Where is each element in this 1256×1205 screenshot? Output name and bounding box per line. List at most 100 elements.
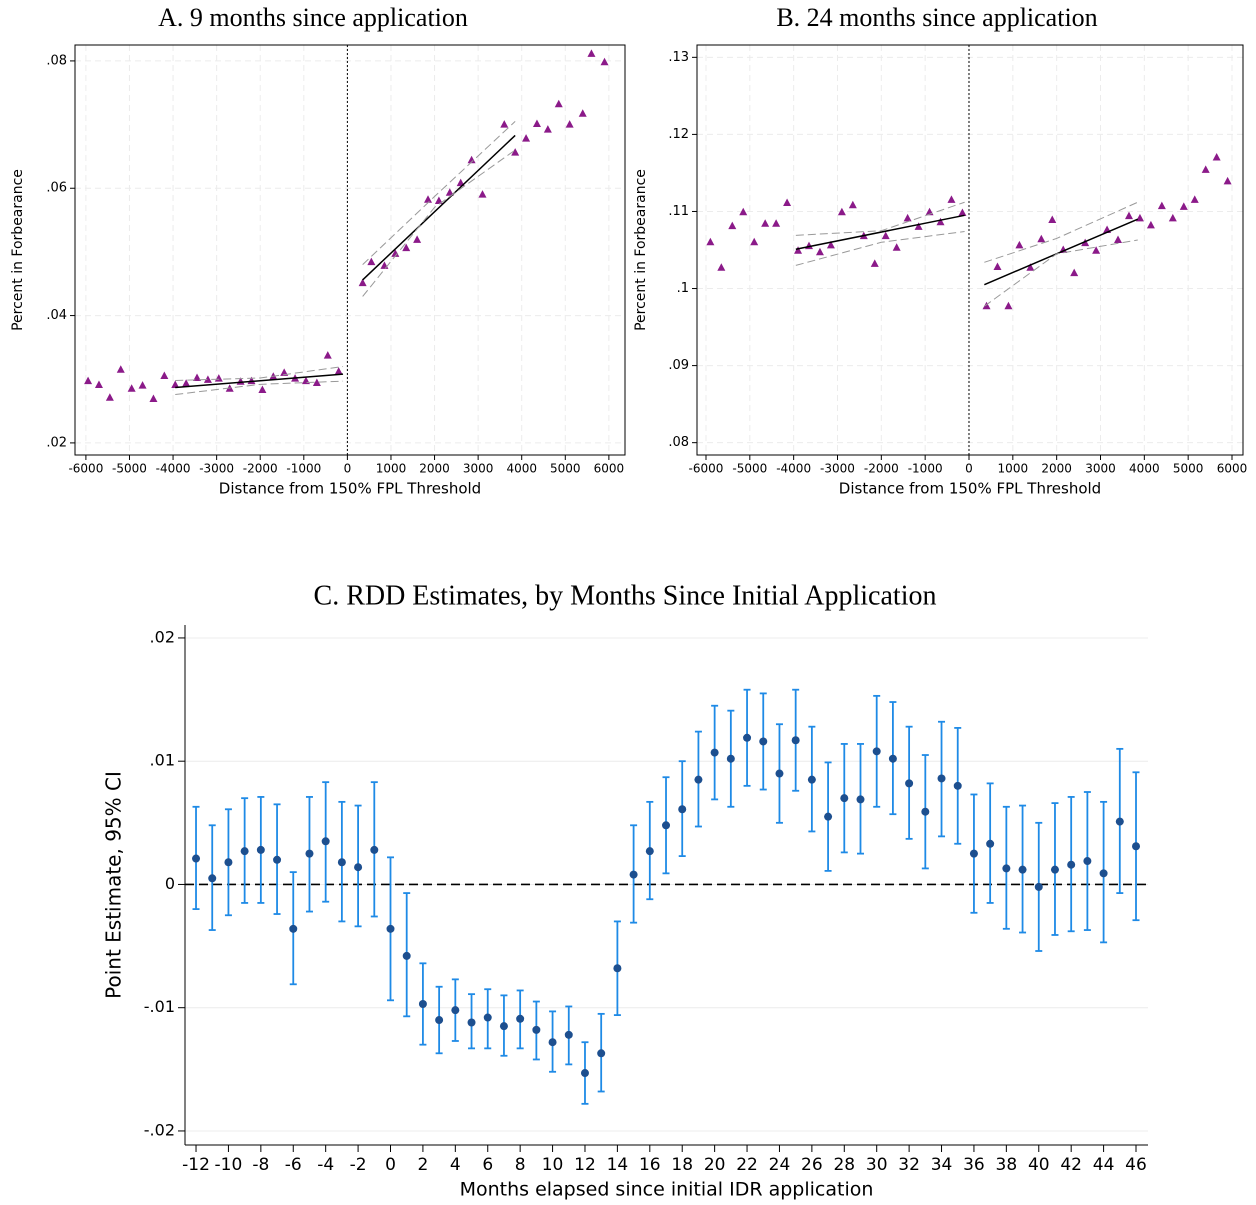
triangle-point <box>815 247 824 256</box>
ci-band <box>795 231 965 266</box>
triangle-point <box>1124 211 1133 220</box>
triangle-point <box>600 57 609 66</box>
ci-band <box>984 239 1138 307</box>
triangle-point <box>554 99 563 108</box>
ci-band <box>175 380 344 396</box>
x-tick-label: 44 <box>1093 1155 1115 1175</box>
point-estimate <box>662 821 671 830</box>
point-estimate <box>418 999 427 1008</box>
x-tick-label: 2000 <box>1041 462 1072 476</box>
triangle-point <box>358 278 367 287</box>
fit-line <box>175 373 344 389</box>
triangle-point <box>334 367 343 375</box>
x-tick-label: 10 <box>542 1155 564 1175</box>
point-estimate <box>548 1038 557 1047</box>
x-tick-label: 6000 <box>594 462 625 476</box>
triangle-point <box>982 301 991 310</box>
triangle-point <box>116 365 125 373</box>
point-estimate <box>1002 864 1011 873</box>
point-estimate <box>402 951 411 960</box>
point-estimate <box>1115 817 1124 826</box>
point-estimate <box>305 849 314 858</box>
point-estimate <box>986 839 995 848</box>
y-tick-label: .01 <box>150 751 175 770</box>
point-estimate <box>597 1049 606 1058</box>
triangle-point <box>1157 201 1166 210</box>
x-tick-label: -3000 <box>199 462 234 476</box>
x-tick-label: 0 <box>965 462 973 476</box>
triangle-point <box>1015 240 1024 249</box>
triangle-point <box>532 119 541 127</box>
point-estimate <box>516 1014 525 1023</box>
point-estimate <box>564 1030 573 1039</box>
x-tick-label: -2000 <box>243 462 278 476</box>
y-axis-label: Percent in Forbearance <box>633 169 649 331</box>
triangle-point <box>717 263 726 271</box>
point-estimate <box>694 775 703 784</box>
triangle-point <box>783 198 792 206</box>
triangle-point <box>761 219 770 227</box>
x-tick-label: 8 <box>515 1155 526 1175</box>
x-tick-label: -1000 <box>908 462 943 476</box>
x-tick-label: 4000 <box>506 462 537 476</box>
point-estimate <box>710 748 719 757</box>
triangle-point <box>1212 153 1221 161</box>
point-estimate <box>969 849 978 858</box>
x-tick-label: -6 <box>285 1155 302 1175</box>
point-estimate <box>224 858 233 867</box>
x-tick-label: -10 <box>215 1155 243 1175</box>
triangle-point <box>936 217 945 226</box>
triangle-point <box>826 240 835 249</box>
point-estimate <box>337 858 346 867</box>
x-tick-label: 32 <box>898 1155 920 1175</box>
point-estimate <box>791 736 800 745</box>
point-estimate <box>824 812 833 821</box>
triangle-point <box>500 120 509 128</box>
fit-line <box>984 218 1139 286</box>
triangle-point <box>1146 220 1155 229</box>
triangle-point <box>728 221 737 230</box>
x-tick-label: 30 <box>866 1155 888 1175</box>
y-tick-label: .13 <box>668 50 689 65</box>
x-tick-label: 24 <box>769 1155 791 1175</box>
triangle-point <box>1026 263 1035 271</box>
y-axis-label: Percent in Forbearance <box>10 169 26 331</box>
x-tick-label: 3000 <box>1085 462 1116 476</box>
ci-band <box>362 149 516 297</box>
point-estimate <box>759 737 768 746</box>
panel-title: C. RDD Estimates, by Months Since Initia… <box>314 580 937 611</box>
ci-band <box>175 366 344 382</box>
point-estimate <box>856 795 865 804</box>
y-tick-label: .12 <box>668 127 689 142</box>
triangle-point <box>402 243 411 252</box>
x-tick-label: 0 <box>344 462 352 476</box>
panel-title: B. 24 months since application <box>776 3 1097 32</box>
triangle-point <box>739 207 748 216</box>
x-tick-label: -5000 <box>112 462 147 476</box>
triangle-point <box>993 262 1002 270</box>
x-tick-label: -1000 <box>286 462 321 476</box>
triangle-point <box>1201 165 1210 173</box>
x-tick-label: 42 <box>1060 1155 1082 1175</box>
point-estimate <box>451 1006 460 1015</box>
ci-band <box>362 121 516 266</box>
x-axis-label: Distance from 150% FPL Threshold <box>839 480 1101 498</box>
triangle-point <box>391 249 400 257</box>
triangle-point <box>543 125 552 133</box>
x-tick-label: 22 <box>736 1155 758 1175</box>
x-tick-label: 20 <box>704 1155 726 1175</box>
y-tick-label: .09 <box>668 358 689 373</box>
x-tick-label: 6000 <box>1217 462 1248 476</box>
point-estimate <box>888 754 897 763</box>
triangle-point <box>947 195 956 203</box>
triangle-point <box>914 222 923 230</box>
triangle-point <box>565 120 574 128</box>
triangle-point <box>258 385 267 394</box>
point-estimate <box>532 1025 541 1034</box>
point-estimate <box>354 863 363 872</box>
triangle-point <box>434 196 443 204</box>
triangle-point <box>1004 301 1013 310</box>
point-estimate <box>743 733 752 742</box>
triangle-point <box>1135 213 1144 222</box>
